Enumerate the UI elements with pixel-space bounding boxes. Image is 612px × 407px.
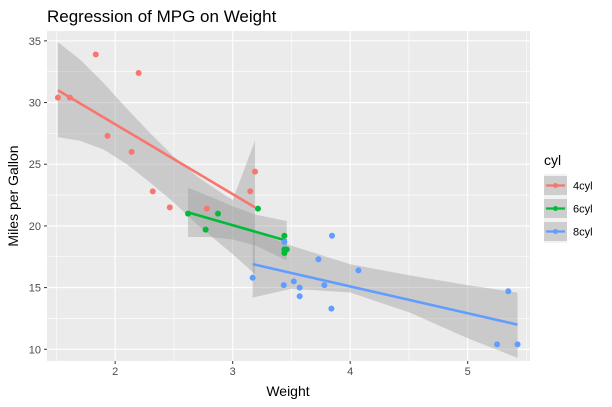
data-point-6cyl	[185, 210, 192, 217]
data-point-8cyl	[280, 282, 287, 289]
data-point-4cyl	[135, 69, 142, 76]
data-point-8cyl	[296, 293, 303, 300]
data-point-4cyl	[128, 148, 135, 155]
data-point-8cyl	[281, 238, 288, 245]
x-tick-label: 4	[347, 366, 353, 378]
data-point-6cyl	[254, 205, 261, 212]
y-tick-label: 15	[29, 283, 41, 295]
fit-line-4cyl	[57, 89, 256, 209]
y-tick-label: 10	[29, 344, 41, 356]
data-point-8cyl	[249, 274, 256, 281]
data-point-8cyl	[514, 341, 521, 348]
data-point-8cyl	[328, 232, 335, 239]
legend-key-point	[553, 206, 558, 211]
legend-key-point	[553, 229, 558, 234]
legend-key-point	[553, 183, 558, 188]
data-point-4cyl	[104, 132, 111, 139]
data-point-6cyl	[281, 232, 288, 239]
data-point-4cyl	[252, 168, 259, 175]
grid	[47, 31, 530, 361]
x-tick-label: 2	[112, 366, 118, 378]
confidence-band-4cyl	[57, 42, 256, 274]
data-point-8cyl	[328, 305, 335, 312]
data-point-8cyl	[355, 267, 362, 274]
data-point-8cyl	[315, 256, 322, 263]
y-axis-title: Miles per Gallon	[5, 145, 21, 246]
fit-line-6cyl	[187, 211, 288, 242]
data-point-4cyl	[149, 188, 156, 195]
data-point-6cyl	[214, 210, 221, 217]
plot-panel	[47, 31, 530, 361]
data-point-8cyl	[296, 284, 303, 291]
data-point-8cyl	[505, 288, 512, 295]
data-points	[54, 51, 521, 348]
legend: 4cyl 6cyl 8cyl	[544, 174, 593, 243]
data-point-8cyl	[290, 278, 297, 285]
x-axis-title: Weight	[266, 383, 309, 399]
fit-lines	[57, 89, 518, 326]
data-point-4cyl	[247, 188, 254, 195]
y-tick-label: 25	[29, 159, 41, 171]
data-point-6cyl	[202, 226, 209, 233]
y-tick-label: 30	[29, 98, 41, 110]
legend-title: cyl	[544, 152, 561, 168]
data-point-4cyl	[54, 94, 61, 101]
data-point-4cyl	[166, 204, 173, 211]
data-point-4cyl	[66, 94, 73, 101]
y-tick-label: 35	[29, 36, 41, 48]
legend-label-6cyl: 6cyl	[573, 204, 593, 216]
x-tick-label: 3	[230, 366, 236, 378]
data-point-8cyl	[321, 282, 328, 289]
data-point-4cyl	[203, 205, 210, 212]
y-axis-ticks: 10 15 20 25 30 35	[29, 36, 47, 356]
data-point-6cyl	[281, 250, 288, 257]
y-tick-label: 20	[29, 221, 41, 233]
confidence-band-6cyl	[188, 187, 287, 261]
legend-label-8cyl: 8cyl	[573, 227, 593, 239]
fit-line-8cyl	[252, 262, 518, 326]
x-axis-ticks: 2 3 4 5	[112, 361, 471, 378]
legend-label-4cyl: 4cyl	[573, 181, 593, 193]
data-point-8cyl	[494, 341, 501, 348]
chart-title: Regression of MPG on Weight	[47, 7, 277, 26]
x-tick-label: 5	[465, 366, 471, 378]
data-point-4cyl	[92, 51, 99, 58]
